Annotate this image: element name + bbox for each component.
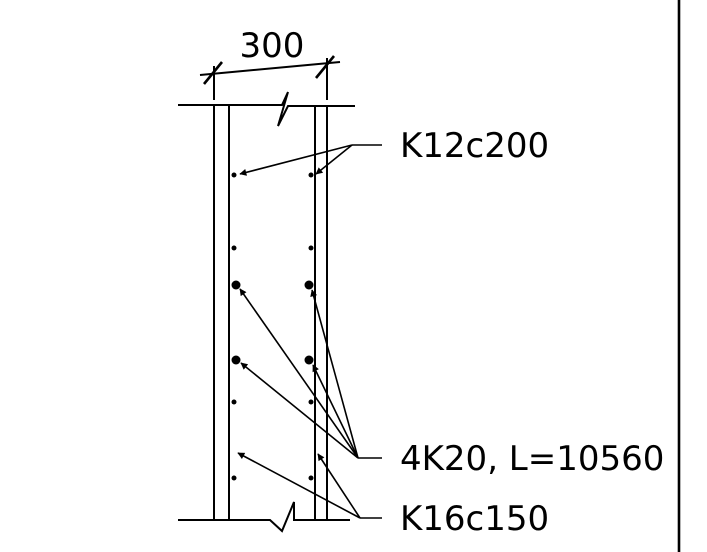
label-top-rebar: K12c200 xyxy=(400,126,549,166)
leader-main xyxy=(239,288,382,459)
rebar-dot-small xyxy=(308,245,314,251)
rebar-dot-main xyxy=(304,280,314,290)
dimension-line xyxy=(199,61,341,76)
dimension-300: 300 xyxy=(199,26,341,100)
rebar-dot-small xyxy=(308,172,314,178)
leader-arrow xyxy=(239,288,359,459)
rebar-dot-small xyxy=(231,475,237,481)
rebar-dot-main xyxy=(231,280,241,290)
leader-arrow xyxy=(312,364,359,459)
leader-arrow xyxy=(239,144,353,176)
label-main-bars: 4K20, L=10560 xyxy=(400,439,664,479)
leader-arrow xyxy=(315,144,353,175)
break-line-bottom xyxy=(178,501,350,533)
rebar-dot-small xyxy=(231,399,237,405)
rebar-dots xyxy=(231,172,314,481)
leader-arrow xyxy=(317,453,361,519)
wall-section xyxy=(178,91,355,533)
rebar-dot-small xyxy=(231,245,237,251)
rebar-dot-small xyxy=(308,475,314,481)
leader-bottom xyxy=(237,452,382,519)
rebar-dot-main xyxy=(304,355,314,365)
dimension-tick-right xyxy=(314,55,336,79)
rebar-dot-small xyxy=(231,172,237,178)
rebar-dot-small xyxy=(308,399,314,405)
leader-arrow xyxy=(237,452,361,519)
leader-top xyxy=(239,144,382,176)
leader-arrow xyxy=(310,289,359,459)
break-line-top xyxy=(178,91,355,127)
label-bottom-rebar: K16c150 xyxy=(400,499,549,539)
leader-arrow xyxy=(240,362,359,459)
dimension-text: 300 xyxy=(240,26,305,66)
rebar-dot-main xyxy=(231,355,241,365)
